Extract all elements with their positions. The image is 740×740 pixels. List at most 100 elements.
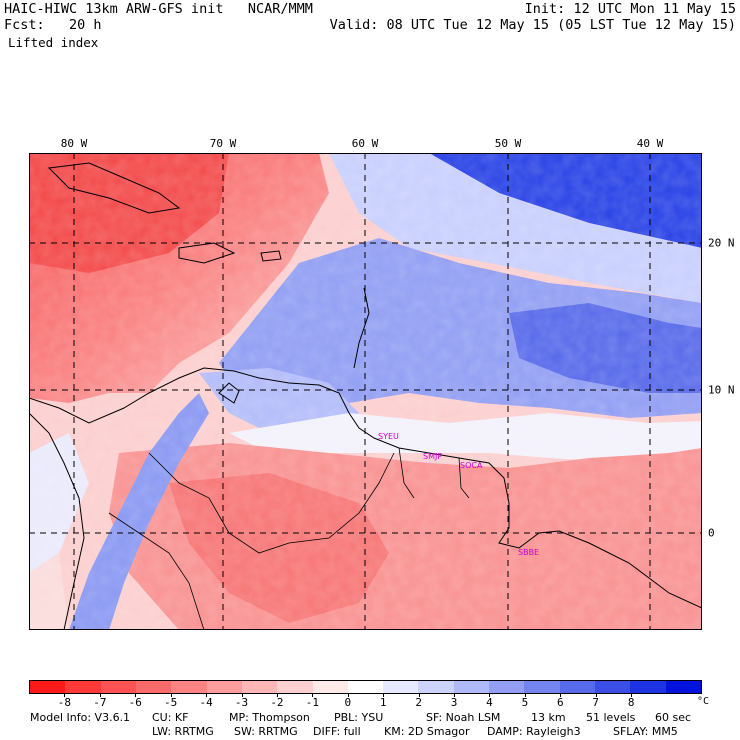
footer-timestep: 60 sec bbox=[655, 711, 692, 724]
coast-cuba bbox=[47, 162, 181, 214]
footer-lw: LW: RRTMG bbox=[152, 725, 214, 738]
coast-hispaniola bbox=[178, 242, 236, 264]
colorbar-tick bbox=[347, 693, 349, 697]
colorbar-segment bbox=[100, 681, 136, 693]
colorbar-label: -4 bbox=[199, 696, 213, 709]
colorbar-segment bbox=[171, 681, 207, 693]
station-syeu: SYEU bbox=[378, 432, 399, 441]
colorbar-tick bbox=[312, 693, 314, 697]
lon-label-60w: 60 W bbox=[351, 137, 379, 150]
field-name: Lifted index bbox=[8, 35, 99, 50]
lat-label-0: 0 bbox=[708, 526, 715, 540]
map-frame bbox=[29, 153, 702, 630]
station-soca: SOCA bbox=[460, 461, 483, 470]
colorbar-tick bbox=[489, 693, 491, 697]
graticule bbox=[29, 153, 702, 630]
lon-label-80w: 80 W bbox=[60, 137, 88, 150]
colorbar-segment bbox=[383, 681, 419, 693]
colorbar-tick bbox=[135, 693, 137, 697]
footer-resolution: 13 km bbox=[531, 711, 566, 724]
colorbar-label: -7 bbox=[93, 696, 107, 709]
coast-south-america-north bbox=[29, 367, 702, 609]
colorbar-label: 7 bbox=[592, 696, 600, 709]
colorbar-segment bbox=[489, 681, 525, 693]
lon-label-50w: 50 W bbox=[494, 137, 522, 150]
footer-sw: SW: RRTMG bbox=[234, 725, 298, 738]
colorbar-tick bbox=[524, 693, 526, 697]
lat-label-10n: 10 N bbox=[708, 383, 735, 397]
forecast-hour: Fcst: 20 h bbox=[4, 17, 102, 33]
footer-model-info: Model Info: V3.6.1 bbox=[30, 711, 131, 724]
footer-levels: 51 levels bbox=[586, 711, 636, 724]
colorbar-label: -8 bbox=[57, 696, 72, 709]
coast-puerto-rico bbox=[260, 250, 282, 262]
colorbar-segment bbox=[65, 681, 101, 693]
colorbar-segment bbox=[312, 681, 348, 693]
colorbar-label: 8 bbox=[627, 696, 635, 709]
colorbar-tick bbox=[241, 693, 243, 697]
colorbar-label: 5 bbox=[521, 696, 529, 709]
colorbar-label: -6 bbox=[128, 696, 142, 709]
colorbar-segment bbox=[241, 681, 278, 693]
border-guyana-suriname bbox=[398, 447, 415, 499]
colorbar-label: 3 bbox=[450, 696, 458, 709]
footer-mp: MP: Thompson bbox=[229, 711, 310, 724]
lon-label-70w: 70 W bbox=[209, 137, 237, 150]
footer-sflay: SFLAY: MM5 bbox=[613, 725, 678, 738]
valid-time: Valid: 08 UTC Tue 12 May 15 (05 LST Tue … bbox=[329, 17, 736, 33]
footer-damp: DAMP: Rayleigh3 bbox=[487, 725, 581, 738]
lat-label-20n: 20 N bbox=[708, 236, 735, 250]
colorbar-tick bbox=[560, 693, 562, 697]
colorbar-label: 1 bbox=[379, 696, 387, 709]
colorbar-tick bbox=[595, 693, 597, 697]
colorbar-unit: °C bbox=[697, 696, 710, 707]
coast-lake-maracaibo bbox=[218, 382, 240, 404]
colorbar-label: -2 bbox=[270, 696, 284, 709]
colorbar-tick bbox=[383, 693, 385, 697]
colorbar-label: 6 bbox=[557, 696, 564, 709]
footer-diff: DIFF: full bbox=[313, 725, 361, 738]
colorbar-segment bbox=[630, 681, 666, 693]
footer-sf: SF: Noah LSM bbox=[426, 711, 501, 724]
colorbar-segment bbox=[206, 681, 242, 693]
colorbar-segment bbox=[453, 681, 490, 693]
station-sbbe: SBBE bbox=[518, 548, 540, 557]
colorbar-segment bbox=[135, 681, 172, 693]
colorbar-label: -3 bbox=[234, 696, 249, 709]
colorbar-segment bbox=[418, 681, 454, 693]
colorbar-segment bbox=[30, 681, 66, 693]
lifted-index-map bbox=[29, 153, 702, 630]
colorbar-label: 2 bbox=[415, 696, 422, 709]
colorbar-tick bbox=[99, 693, 101, 697]
colorbar-tick bbox=[418, 693, 420, 697]
footer-pbl: PBL: YSU bbox=[334, 711, 384, 724]
colorbar-tick bbox=[276, 693, 278, 697]
colorbar-label: -5 bbox=[164, 696, 178, 709]
colorbar-tick bbox=[206, 693, 208, 697]
footer-cu: CU: KF bbox=[152, 711, 189, 724]
colorbar-tick bbox=[454, 693, 456, 697]
coast-lesser-antilles bbox=[353, 287, 370, 369]
colorbar-label: 0 bbox=[344, 696, 352, 709]
colorbar-segment bbox=[524, 681, 560, 693]
border-venezuela-brazil bbox=[148, 452, 395, 554]
border-colombia-peru bbox=[108, 512, 205, 630]
colorbar-tick bbox=[64, 693, 66, 697]
lon-label-40w: 40 W bbox=[636, 137, 664, 150]
colorbar-segment bbox=[347, 681, 384, 693]
borders bbox=[108, 447, 470, 630]
colorbar-tick bbox=[170, 693, 172, 697]
init-time: Init: 12 UTC Mon 11 May 15 bbox=[524, 1, 736, 17]
colorbar-segment bbox=[595, 681, 631, 693]
colorbar-tick bbox=[631, 693, 633, 697]
footer-km: KM: 2D Smagor bbox=[384, 725, 470, 738]
colorbar-label: 4 bbox=[486, 696, 493, 709]
colorbar-segment bbox=[665, 681, 701, 693]
colorbar bbox=[29, 680, 702, 694]
border-suriname-fguiana bbox=[458, 457, 470, 499]
colorbar-segment bbox=[559, 681, 595, 693]
colorbar-label: -1 bbox=[305, 696, 319, 709]
colorbar-segment bbox=[277, 681, 313, 693]
model-title: HAIC-HIWC 13km ARW-GFS init NCAR/MMM bbox=[4, 1, 313, 17]
station-smjp: SMJP bbox=[423, 452, 443, 461]
